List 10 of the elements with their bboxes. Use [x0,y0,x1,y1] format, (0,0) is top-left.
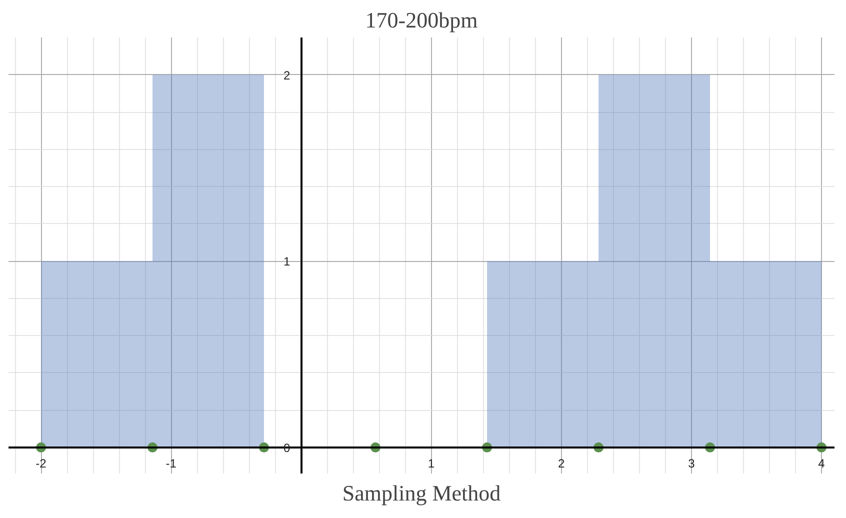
y-tick-label: 2 [284,68,291,82]
x-tick-label: -2 [36,456,47,470]
x-tick-label: 2 [558,456,565,470]
chart-title: 170-200bpm [365,8,478,32]
x-tick-label: 4 [818,456,826,470]
x-tick-label: 3 [688,456,696,470]
x-tick-label: -1 [166,456,177,470]
x-tick-label: 1 [428,456,435,470]
x-axis-title: Sampling Method [342,480,501,506]
y-tick-label: 1 [284,254,291,269]
